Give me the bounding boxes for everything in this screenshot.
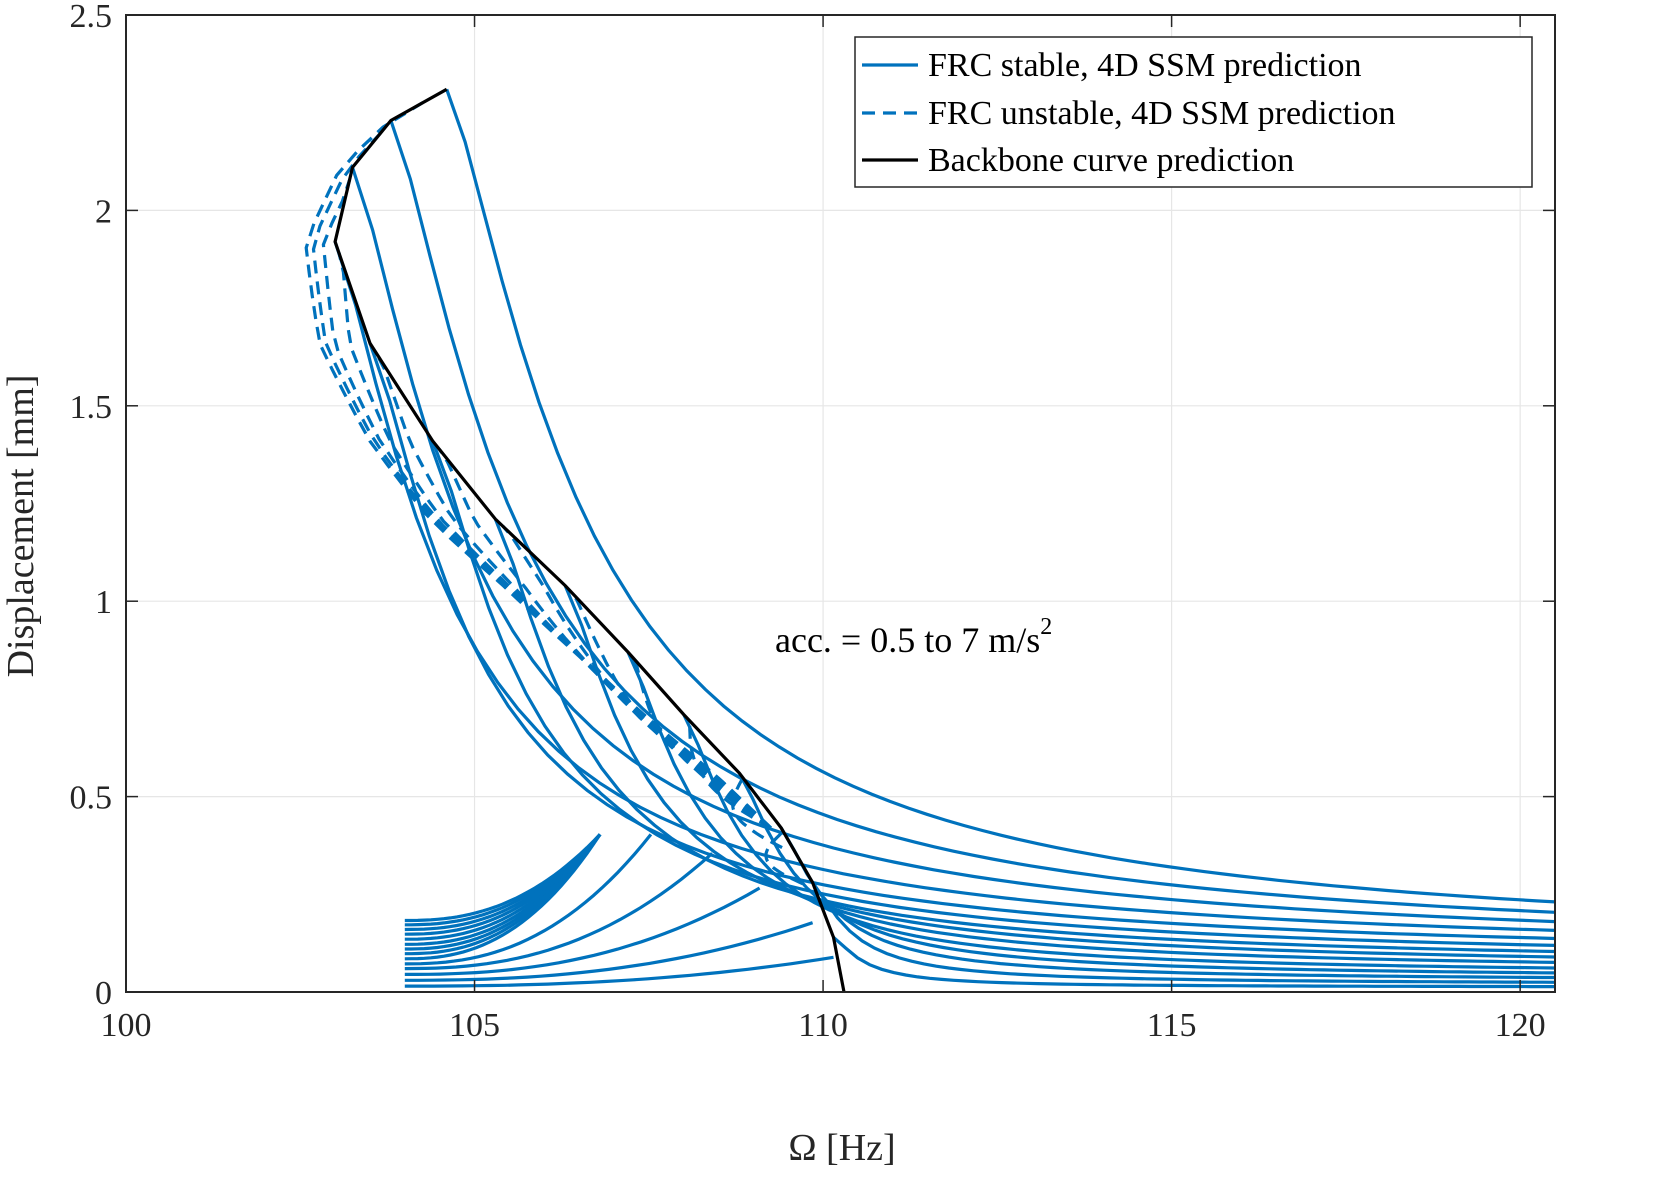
x-tick-label: 115: [1147, 1007, 1197, 1044]
y-tick-label: 2.5: [70, 0, 113, 35]
annotation-text: acc. = 0.5 to 7 m/s: [775, 620, 1040, 660]
frc-stable-lower: [404, 833, 653, 966]
frc-unstable: [731, 776, 783, 850]
y-tick-label: 1: [95, 584, 112, 621]
annotation-superscript: 2: [1040, 614, 1052, 640]
frc-stable-upper: [563, 584, 1555, 959]
backbone-curve: [333, 87, 846, 993]
y-tick-label: 2: [95, 193, 112, 230]
series-layer: [304, 88, 1555, 989]
frc-stable-upper: [811, 881, 1555, 984]
x-tick-label: 110: [798, 1007, 848, 1044]
svg-text:acc. = 0.5 to 7 m/s2: acc. = 0.5 to 7 m/s2: [775, 614, 1052, 660]
y-tick-label: 0.5: [70, 780, 113, 817]
legend-box: [854, 36, 1533, 188]
frc-unstable: [304, 101, 772, 830]
frc-unstable: [337, 252, 772, 830]
frc-unstable: [501, 525, 772, 830]
frc-stable-upper: [445, 88, 1555, 904]
frc-stable-upper: [333, 241, 1555, 932]
backbone-layer: [333, 87, 846, 993]
legend: FRC stable, 4D SSM prediction FRC unstab…: [854, 36, 1533, 188]
y-tick-label: 1.5: [70, 389, 113, 426]
frc-unstable: [321, 179, 772, 830]
frc-unstable: [374, 352, 772, 830]
x-tick-label: 105: [449, 1007, 500, 1044]
frc-stable-upper: [682, 713, 1555, 970]
x-tick-label: 120: [1495, 1007, 1546, 1044]
acceleration-annotation: acc. = 0.5 to 7 m/s2: [775, 614, 1052, 660]
frc-stable-upper: [626, 651, 1555, 964]
axis-ticks: 100 105 110 115 120 0 0.5 1 1.5 2 2.5: [70, 0, 1555, 1044]
frc-stable-lower: [404, 833, 602, 923]
legend-label-unstable: FRC unstable, 4D SSM prediction: [928, 95, 1396, 132]
y-axis-label: Displacement [mm]: [0, 375, 42, 678]
frc-stable-lower: [404, 833, 602, 961]
plot-frame: [125, 14, 1556, 993]
frc-stable-upper: [737, 772, 1555, 975]
frc-stable-upper: [779, 827, 1555, 980]
frc-stable-lower: [404, 921, 814, 982]
frc-stable-upper: [350, 166, 1555, 924]
frc-stable-lower: [404, 886, 761, 976]
y-tick-label: 0: [95, 975, 112, 1012]
frc-stable-upper: [431, 440, 1555, 947]
frc-stable-upper: [389, 119, 1555, 914]
legend-label-backbone: Backbone curve prediction: [928, 142, 1294, 179]
frc-stable-upper: [493, 518, 1555, 954]
legend-label-stable: FRC stable, 4D SSM prediction: [928, 47, 1362, 84]
x-axis-label: Ω [Hz]: [788, 1127, 895, 1169]
frc-stable-lower: [404, 955, 834, 988]
x-tick-label: 100: [101, 1007, 152, 1044]
frc-unstable: [437, 448, 772, 830]
frc-stable-upper: [832, 936, 1555, 989]
frc-stable-lower: [404, 852, 714, 971]
frc-stable-upper: [368, 342, 1555, 941]
